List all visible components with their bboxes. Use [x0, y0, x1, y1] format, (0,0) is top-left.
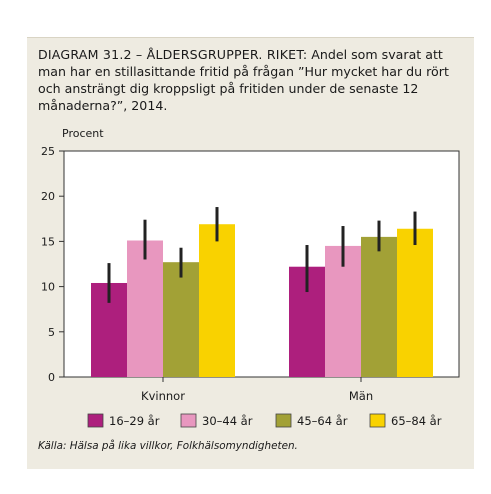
- legend-label: 16–29 år: [109, 414, 160, 428]
- source-note: Källa: Hälsa på lika villkor, Folkhälsom…: [38, 440, 298, 452]
- bar: [325, 245, 361, 377]
- y-tick-label: 25: [41, 145, 55, 158]
- y-tick-label: 0: [48, 371, 55, 384]
- bar: [163, 262, 199, 377]
- legend-swatch: [369, 413, 386, 428]
- title-text: Andel som svarat att man har en stillasi…: [38, 47, 449, 113]
- bar: [361, 236, 397, 377]
- legend-label: 65–84 år: [391, 414, 442, 428]
- y-tick-label: 15: [41, 235, 55, 248]
- legend-label: 30–44 år: [202, 414, 253, 428]
- chart-title: DIAGRAM 31.2 – ÅLDERSGRUPPER. RIKET: And…: [38, 46, 458, 114]
- legend-swatch: [275, 413, 292, 428]
- legend-label: 45–64 år: [297, 414, 348, 428]
- y-axis-label: Procent: [62, 127, 104, 140]
- bar: [397, 228, 433, 377]
- legend-swatch: [87, 413, 104, 428]
- bar: [127, 240, 163, 377]
- legend-swatch: [180, 413, 197, 428]
- title-lead: DIAGRAM 31.2 – ÅLDERSGRUPPER. RIKET:: [38, 47, 308, 62]
- x-tick-label: Kvinnor: [141, 389, 185, 403]
- y-tick-label: 5: [48, 326, 55, 339]
- x-tick-label: Män: [349, 389, 373, 403]
- y-tick-label: 10: [41, 281, 55, 294]
- bar: [199, 224, 235, 377]
- y-tick-label: 20: [41, 190, 55, 203]
